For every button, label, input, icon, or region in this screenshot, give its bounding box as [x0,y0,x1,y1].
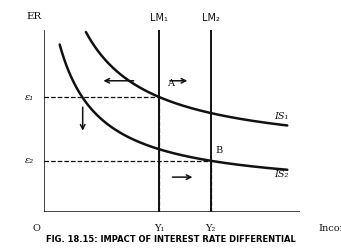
Text: IS₁: IS₁ [275,112,289,121]
Text: A: A [167,79,174,88]
Text: B: B [216,146,223,155]
Text: ε₁: ε₁ [25,93,34,102]
Text: Y₂: Y₂ [205,224,216,233]
Text: ε₂: ε₂ [25,156,34,165]
Text: IS₂: IS₂ [275,170,289,179]
Text: LM₂: LM₂ [202,13,220,23]
Text: Y₁: Y₁ [154,224,165,233]
Text: ER: ER [27,12,42,21]
Text: Income: Income [318,224,341,233]
Text: FIG. 18.15: IMPACT OF INTEREST RATE DIFFERENTIAL: FIG. 18.15: IMPACT OF INTEREST RATE DIFF… [46,235,295,244]
Text: O: O [33,224,41,233]
Text: LM₁: LM₁ [150,13,168,23]
